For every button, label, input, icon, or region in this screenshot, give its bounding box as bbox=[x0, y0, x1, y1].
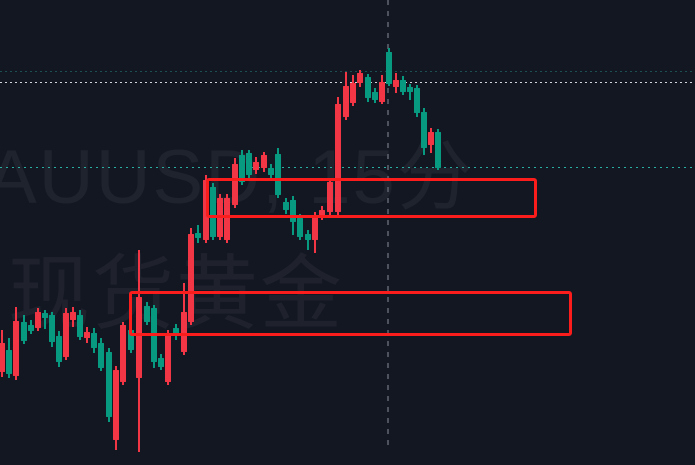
candle-body bbox=[70, 312, 76, 320]
candle-body bbox=[203, 180, 209, 240]
candle-body bbox=[151, 308, 157, 362]
candle-body bbox=[158, 358, 164, 367]
candle-body bbox=[414, 88, 420, 113]
candle-body bbox=[13, 321, 19, 376]
candle-body bbox=[400, 80, 406, 92]
candle-body bbox=[84, 332, 90, 338]
dotted-price-line bbox=[0, 71, 695, 72]
candle-body bbox=[283, 202, 289, 210]
candle-body bbox=[428, 132, 434, 145]
candle-body bbox=[357, 73, 363, 83]
candle-body bbox=[421, 112, 427, 148]
candle-body bbox=[305, 234, 311, 240]
candle-body bbox=[35, 312, 41, 328]
candle-body bbox=[106, 352, 112, 417]
candle-body bbox=[365, 77, 371, 98]
candle-body bbox=[224, 198, 230, 240]
candle-body bbox=[386, 52, 392, 84]
candle-body bbox=[165, 335, 171, 382]
candle-body bbox=[261, 155, 267, 168]
candle-body bbox=[268, 168, 274, 175]
candle-body bbox=[343, 86, 349, 117]
candle-body bbox=[393, 80, 399, 87]
candle-body bbox=[319, 210, 325, 217]
candle-body bbox=[6, 350, 12, 374]
candle-body bbox=[327, 182, 333, 212]
candle-wick bbox=[307, 230, 309, 250]
candle-body bbox=[407, 87, 413, 92]
candle-body bbox=[144, 306, 150, 322]
candle-body bbox=[435, 132, 441, 168]
dotted-price-line bbox=[0, 82, 695, 83]
candle-wick bbox=[44, 310, 46, 329]
candle-body bbox=[128, 330, 134, 350]
candle-body bbox=[56, 336, 62, 362]
candle-body bbox=[253, 162, 259, 170]
candle-body bbox=[49, 315, 55, 342]
candle-body bbox=[335, 104, 341, 212]
candle-body bbox=[372, 92, 378, 100]
candle-body bbox=[0, 343, 5, 372]
candle-body bbox=[113, 370, 119, 440]
candle-body bbox=[232, 164, 238, 205]
candle-body bbox=[210, 187, 216, 237]
candle-body bbox=[275, 154, 281, 195]
candle-body bbox=[91, 333, 97, 348]
candle-body bbox=[21, 322, 27, 341]
candle-body bbox=[290, 200, 296, 222]
candle-body bbox=[239, 155, 245, 182]
candle-body bbox=[297, 218, 303, 237]
session-dashed-vline bbox=[387, 0, 389, 446]
candle-body bbox=[350, 83, 356, 103]
candle-body bbox=[77, 315, 83, 337]
candle-body bbox=[246, 153, 252, 175]
candle-body bbox=[28, 325, 34, 331]
candle-body bbox=[217, 198, 223, 237]
candle-body bbox=[312, 215, 318, 240]
candle-body bbox=[42, 313, 48, 318]
candle-body bbox=[98, 343, 104, 368]
candle-body bbox=[181, 312, 187, 352]
candle-wick bbox=[409, 84, 411, 100]
candle-body bbox=[188, 234, 194, 322]
candle-body bbox=[120, 325, 126, 382]
candle-body bbox=[136, 297, 142, 378]
dotted-price-line bbox=[0, 167, 695, 168]
candle-body bbox=[63, 313, 69, 357]
candle-body bbox=[195, 233, 201, 238]
candle-body bbox=[173, 328, 179, 336]
candle-body bbox=[379, 82, 385, 102]
